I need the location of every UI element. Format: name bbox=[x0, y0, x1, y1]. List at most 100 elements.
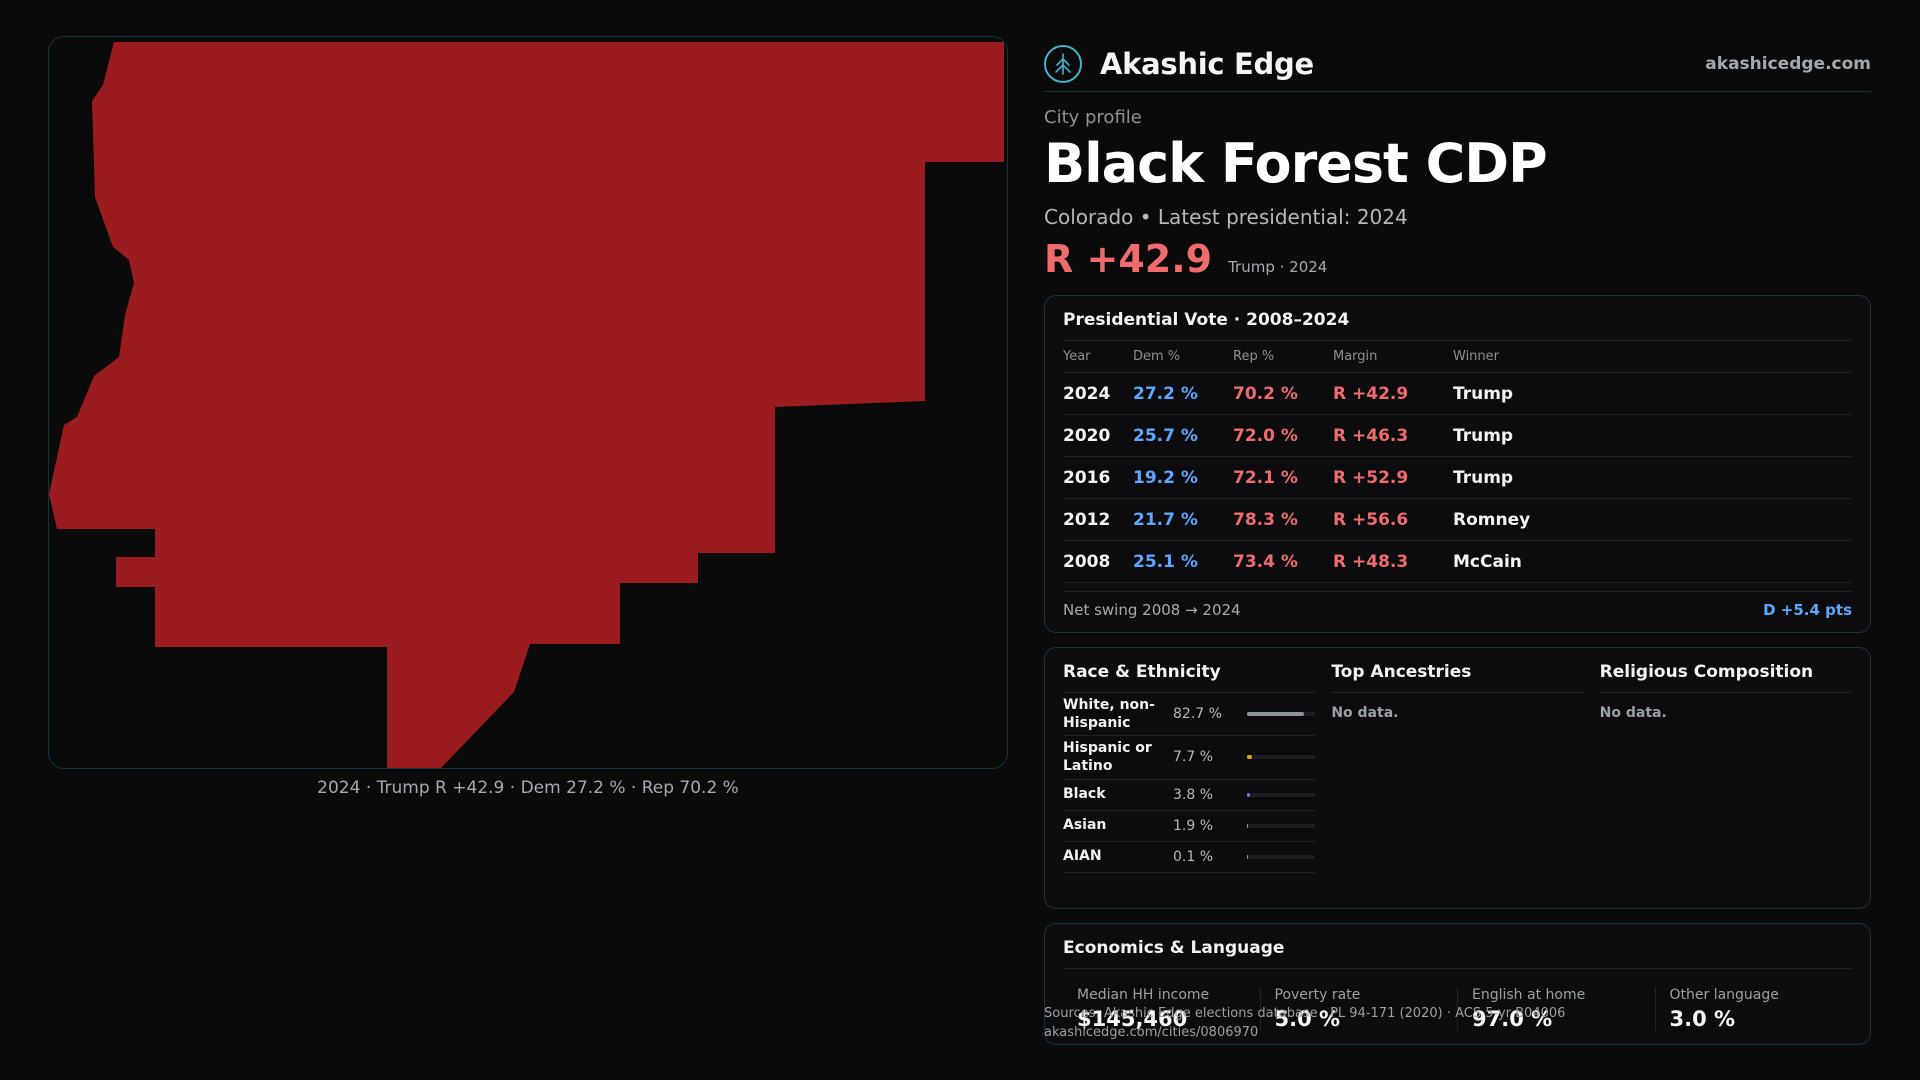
econ-label: Other language bbox=[1669, 986, 1779, 1003]
race-bar-track bbox=[1247, 755, 1316, 760]
margin-cell: R +48.3 bbox=[1333, 540, 1453, 584]
race-bar-fill bbox=[1247, 823, 1249, 828]
table-row: 2016 19.2 % 72.1 % R +52.9 Trump bbox=[1063, 456, 1852, 500]
column-header-rep: Rep % bbox=[1233, 340, 1333, 374]
page-kicker: City profile bbox=[1044, 107, 1142, 128]
race-percent: 1.9 % bbox=[1173, 817, 1214, 834]
race-bar-fill bbox=[1247, 755, 1253, 760]
column-header-winner: Winner bbox=[1453, 340, 1852, 374]
ancestries-title: Top Ancestries bbox=[1331, 648, 1584, 693]
econ-label: English at home bbox=[1472, 986, 1586, 1003]
table-row: 2008 25.1 % 73.4 % R +48.3 McCain bbox=[1063, 540, 1852, 584]
margin-cell: R +56.6 bbox=[1333, 498, 1453, 542]
rep-cell: 72.1 % bbox=[1233, 456, 1333, 500]
race-percent: 7.7 % bbox=[1173, 749, 1214, 766]
race-row: AIAN 0.1 % bbox=[1063, 842, 1316, 873]
race-ethnicity-section: Race & Ethnicity White, non-Hispanic 82.… bbox=[1063, 648, 1316, 908]
ancestries-empty: No data. bbox=[1331, 704, 1399, 721]
race-percent: 3.8 % bbox=[1173, 786, 1214, 803]
race-row: Asian 1.9 % bbox=[1063, 811, 1316, 842]
presidential-vote-title: Presidential Vote · 2008–2024 bbox=[1063, 296, 1852, 341]
rep-cell: 72.0 % bbox=[1233, 414, 1333, 458]
dem-cell: 27.2 % bbox=[1133, 372, 1233, 416]
column-header-margin: Margin bbox=[1333, 340, 1453, 374]
column-header-year: Year bbox=[1063, 340, 1133, 374]
tree-icon[interactable] bbox=[1044, 44, 1082, 83]
ancestries-section: Top Ancestries No data. bbox=[1331, 648, 1584, 908]
margin-cell: R +52.9 bbox=[1333, 456, 1453, 500]
margin-value: R +42.9 bbox=[1044, 236, 1213, 281]
race-bar-track bbox=[1247, 711, 1316, 716]
source-footer: Sources: Akashic Edge elections database… bbox=[1044, 1005, 1565, 1043]
presidential-vote-card: Presidential Vote · 2008–2024 Year Dem %… bbox=[1044, 294, 1871, 633]
winner-cell: Romney bbox=[1453, 498, 1852, 542]
table-row: 2012 21.7 % 78.3 % R +56.6 Romney bbox=[1063, 498, 1852, 542]
winner-cell: Trump bbox=[1453, 456, 1852, 500]
race-label: Hispanic or Latino bbox=[1063, 740, 1152, 775]
dem-cell: 19.2 % bbox=[1133, 456, 1233, 500]
race-bar-fill bbox=[1247, 792, 1250, 797]
econ-cell: Median HH income $145,460 bbox=[1063, 987, 1260, 1031]
econ-value: 5.0 % bbox=[1274, 1006, 1341, 1031]
econ-value: 97.0 % bbox=[1472, 1006, 1553, 1031]
race-list: White, non-Hispanic 82.7 % Hispanic or L… bbox=[1063, 693, 1316, 873]
economics-card: Economics & Language Median HH income $1… bbox=[1044, 922, 1871, 1045]
race-row: Hispanic or Latino 7.7 % bbox=[1063, 736, 1316, 780]
religion-section: Religious Composition No data. bbox=[1599, 648, 1852, 908]
source-url-link[interactable]: akashicedge.com/cities/0806970 bbox=[1044, 1024, 1259, 1040]
econ-value: $145,460 bbox=[1077, 1006, 1188, 1031]
dem-cell: 25.1 % bbox=[1133, 540, 1233, 584]
brand-url-link[interactable]: akashicedge.com bbox=[1705, 53, 1871, 74]
table-row: 2024 27.2 % 70.2 % R +42.9 Trump bbox=[1063, 372, 1852, 416]
city-boundary-shape[interactable] bbox=[49, 42, 1004, 769]
econ-cell: Other language 3.0 % bbox=[1654, 986, 1853, 1031]
winner-cell: Trump bbox=[1453, 414, 1852, 458]
margin-cell: R +42.9 bbox=[1333, 372, 1453, 416]
race-bar-track bbox=[1247, 823, 1316, 828]
race-bar-track bbox=[1247, 792, 1316, 797]
dem-cell: 25.7 % bbox=[1133, 414, 1233, 458]
race-percent: 0.1 % bbox=[1173, 848, 1214, 865]
brand-name[interactable]: Akashic Edge bbox=[1100, 46, 1314, 81]
net-swing-row: Net swing 2008 → 2024 D +5.4 pts bbox=[1063, 591, 1852, 627]
rep-cell: 73.4 % bbox=[1233, 540, 1333, 584]
econ-label: Median HH income bbox=[1077, 986, 1210, 1003]
winner-cell: McCain bbox=[1453, 540, 1852, 584]
year-cell: 2012 bbox=[1063, 498, 1133, 542]
dem-cell: 21.7 % bbox=[1133, 498, 1233, 542]
econ-cell: English at home 97.0 % bbox=[1457, 986, 1655, 1031]
race-label: Asian bbox=[1063, 817, 1107, 834]
race-label: Black bbox=[1063, 786, 1106, 803]
source-citation: Sources: Akashic Edge elections database… bbox=[1044, 1006, 1566, 1021]
net-swing-label: Net swing 2008 → 2024 bbox=[1063, 600, 1241, 619]
page-subtitle: Colorado • Latest presidential: 2024 bbox=[1044, 204, 1408, 229]
econ-value: 3.0 % bbox=[1669, 1006, 1736, 1031]
margin-detail: Trump · 2024 bbox=[1228, 257, 1328, 276]
race-row: White, non-Hispanic 82.7 % bbox=[1063, 693, 1316, 737]
city-boundary-map bbox=[49, 42, 1004, 769]
race-percent: 82.7 % bbox=[1173, 705, 1222, 722]
race-bar-track bbox=[1247, 854, 1316, 859]
map-panel bbox=[48, 36, 1008, 769]
religion-title: Religious Composition bbox=[1599, 648, 1852, 693]
net-swing-value: D +5.4 pts bbox=[1763, 600, 1852, 619]
header: Akashic Edge akashicedge.com bbox=[1044, 36, 1871, 92]
year-cell: 2016 bbox=[1063, 456, 1133, 500]
year-cell: 2020 bbox=[1063, 414, 1133, 458]
race-ethnicity-title: Race & Ethnicity bbox=[1063, 648, 1316, 693]
profile-column: Akashic Edge akashicedge.com City profil… bbox=[1044, 36, 1871, 1045]
econ-label: Poverty rate bbox=[1274, 986, 1361, 1003]
rep-cell: 70.2 % bbox=[1233, 372, 1333, 416]
demographics-card: Race & Ethnicity White, non-Hispanic 82.… bbox=[1044, 646, 1871, 909]
table-header-row: Year Dem % Rep % Margin Winner bbox=[1063, 340, 1852, 374]
page-title: Black Forest CDP bbox=[1044, 132, 1548, 195]
religion-empty: No data. bbox=[1599, 704, 1667, 721]
economics-title: Economics & Language bbox=[1063, 924, 1852, 969]
map-caption: 2024 · Trump R +42.9 · Dem 27.2 % · Rep … bbox=[317, 778, 739, 798]
rep-cell: 78.3 % bbox=[1233, 498, 1333, 542]
race-row: Black 3.8 % bbox=[1063, 780, 1316, 811]
race-label: White, non-Hispanic bbox=[1063, 696, 1155, 731]
headline-margin: R +42.9 Trump · 2024 bbox=[1044, 237, 1871, 281]
race-label: AIAN bbox=[1063, 848, 1102, 865]
economics-grid: Median HH income $145,460 Poverty rate 5… bbox=[1063, 986, 1853, 1031]
